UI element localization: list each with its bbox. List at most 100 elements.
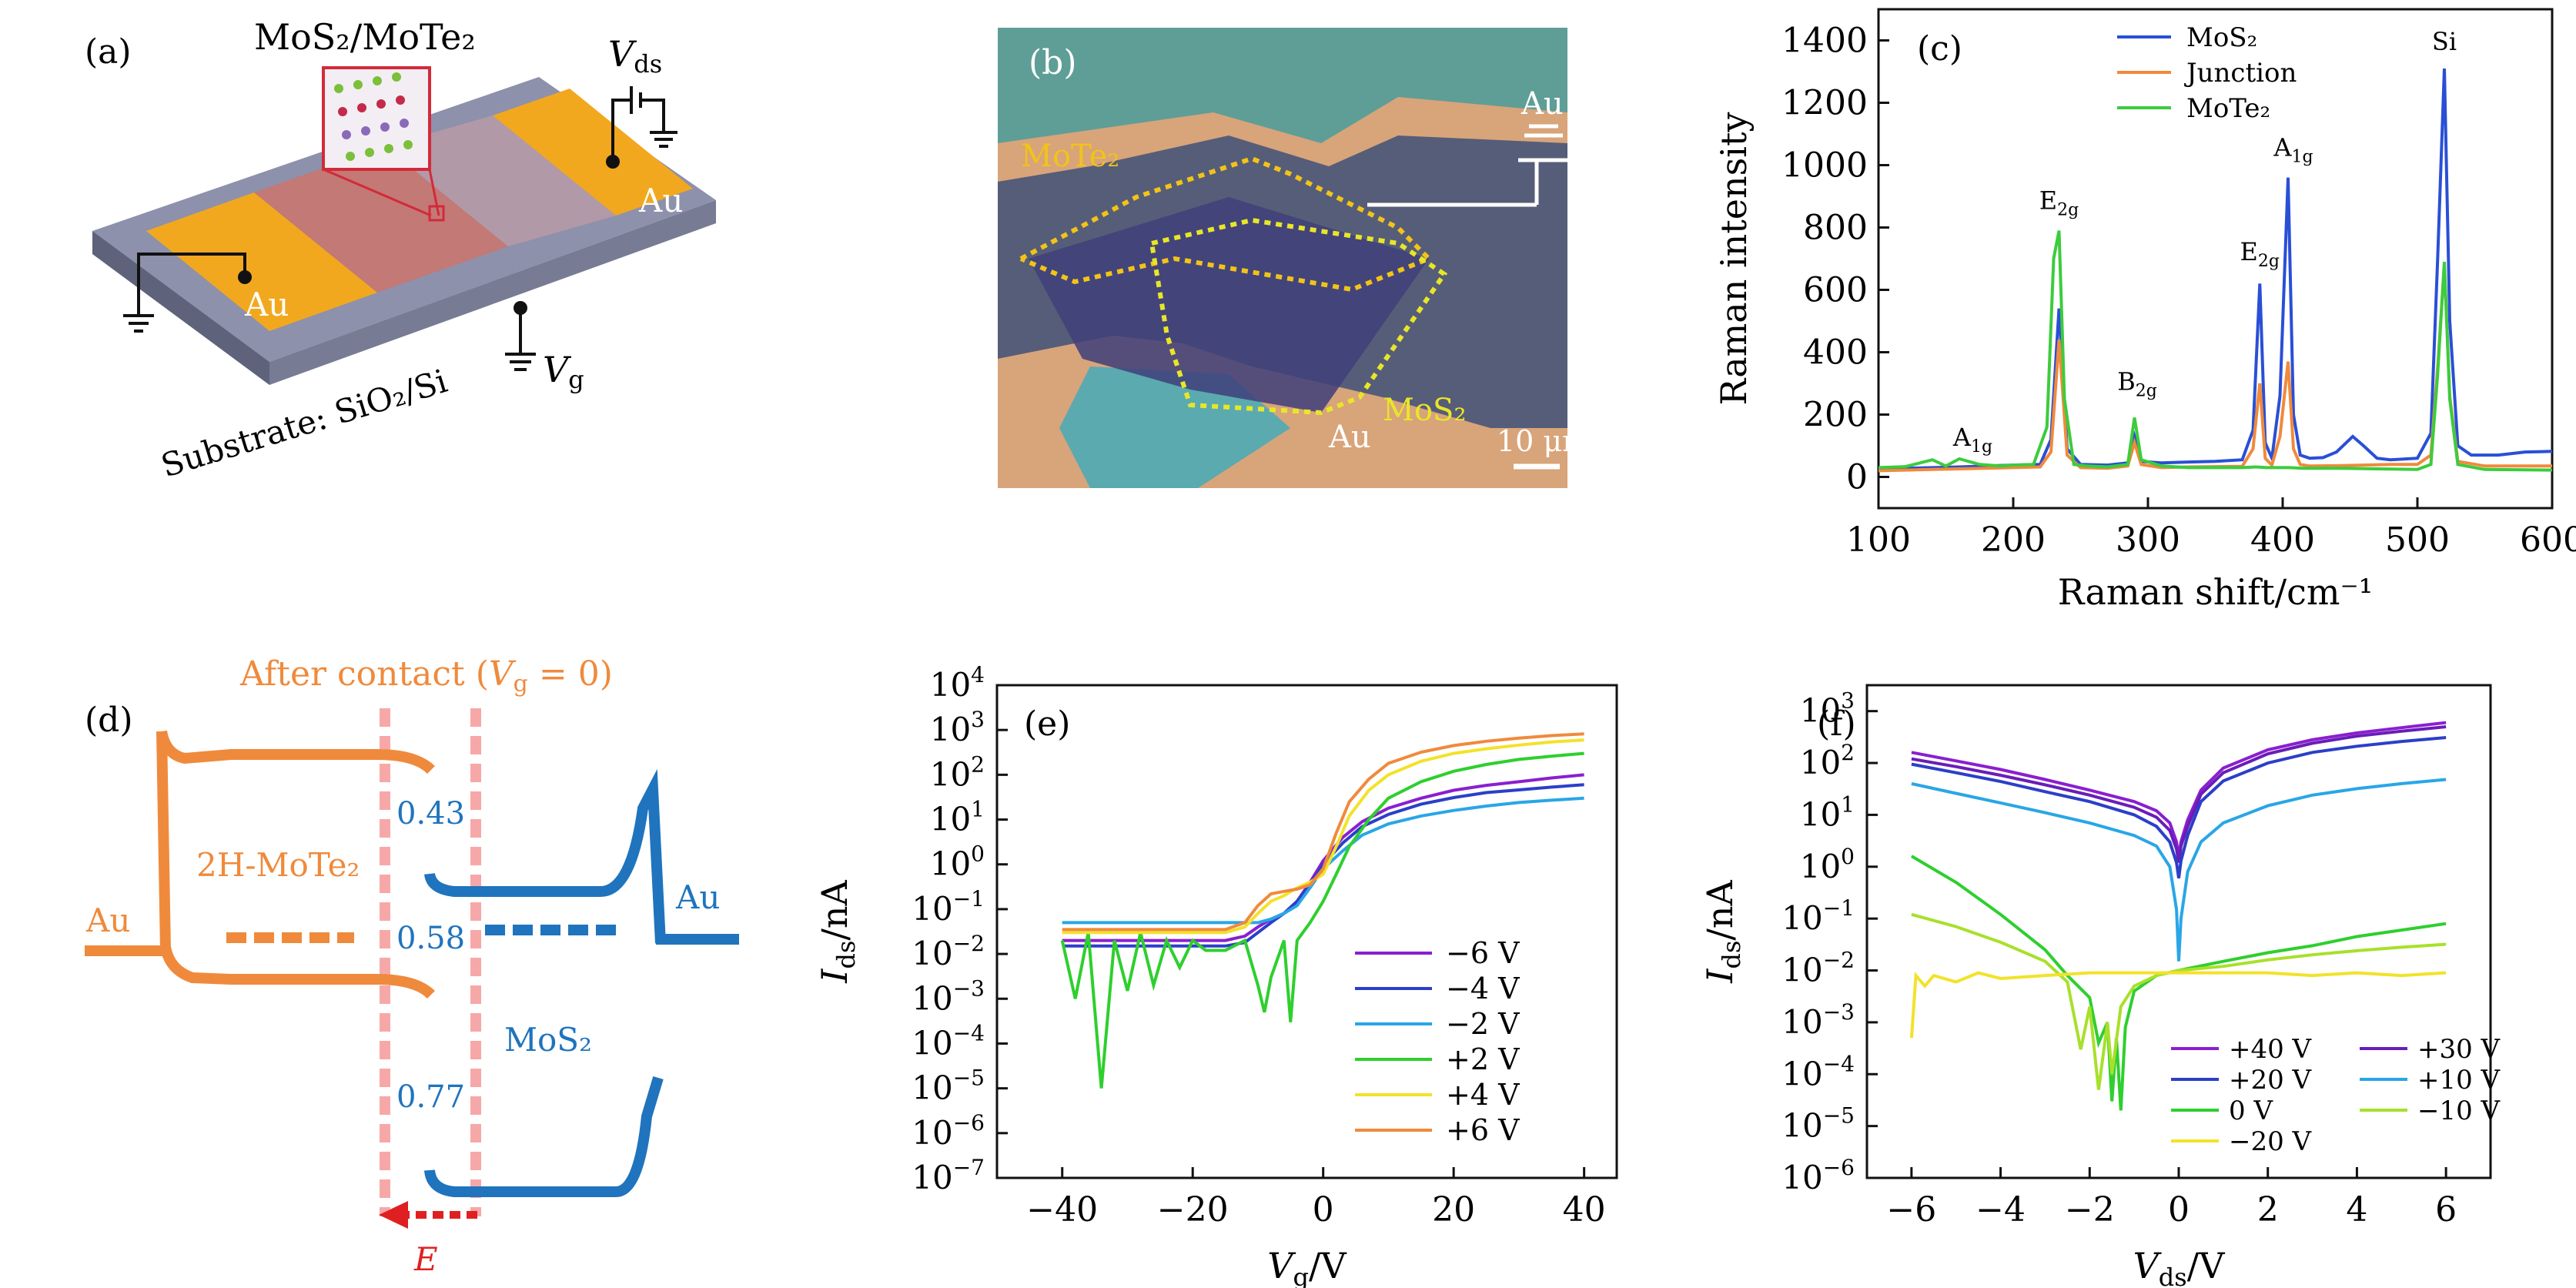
- panel-d-band-diagram: (d) After contact (Vg = 0) Au Au 2H-MoTe…: [85, 654, 739, 1278]
- series-line-−10 V: [1911, 912, 2447, 1090]
- panel-c-raman-chart: (c) 100 200 300 400 500 600 0 200 400 600 800 1000 1…: [1713, 8, 2576, 613]
- x-axis-label: Vds/V: [2133, 1245, 2226, 1288]
- y-tick-label: 10−1: [912, 886, 985, 928]
- field-arrow-head: [379, 1201, 408, 1229]
- legend-label: −4 V: [1446, 972, 1520, 1005]
- panel-b-micrograph: MoTe₂ MoS₂ Au Au 10 μm (b): [998, 28, 1567, 488]
- y-tick-label: 10−1: [1781, 895, 1855, 937]
- series-line-0 V: [1910, 855, 2447, 1111]
- inset-connector: [323, 168, 432, 217]
- x-tick-label: 100: [1846, 520, 1911, 560]
- x-tick-label: 2: [2257, 1190, 2279, 1229]
- band-title: After contact (Vg = 0): [239, 654, 613, 698]
- y-axis-label: Ids/nA: [816, 880, 861, 984]
- legend-label: +6 V: [1446, 1113, 1520, 1147]
- y-tick-label: 10−5: [1781, 1103, 1855, 1145]
- crystal-lattice: [334, 72, 413, 161]
- mote2-au-band: [85, 731, 172, 956]
- legend-label: +40 V: [2229, 1034, 2313, 1065]
- y-axis-label: Raman intensity: [1713, 112, 1755, 406]
- legend-label: +20 V: [2229, 1065, 2313, 1096]
- ground-icon: [123, 314, 154, 333]
- y-tick-label: 100: [930, 841, 985, 883]
- y-tick-label: 10−2: [1781, 948, 1855, 989]
- mos2-label: MoS₂: [1383, 393, 1466, 428]
- legend-label: −20 V: [2229, 1126, 2313, 1157]
- panel-a-schematic: (a) MoS₂/MoTe₂ Vds Vg Au Au Substrate: S…: [85, 16, 716, 485]
- y-tick-label: 600: [1803, 271, 1868, 310]
- scale-label: 10 μm: [1497, 424, 1567, 458]
- band-offset-vb: 0.77: [396, 1079, 465, 1115]
- band-offset-fermi: 0.58: [396, 921, 465, 956]
- x-tick-label: −40: [1026, 1190, 1098, 1229]
- x-tick-label: 600: [2520, 520, 2576, 560]
- ground-icon: [650, 131, 677, 148]
- x-tick-label: −6: [1886, 1190, 1936, 1229]
- mos2-flake: [385, 115, 616, 246]
- substrate-front: [92, 231, 269, 385]
- panel-c-label: (c): [1917, 29, 1962, 69]
- peak-annotation: E2g: [2240, 237, 2280, 271]
- legend-label: −2 V: [1446, 1007, 1520, 1041]
- peak-annotation: Si: [2432, 27, 2457, 56]
- series-line-+2 V: [1060, 751, 1584, 1089]
- series-line-+4 V: [1062, 738, 1584, 935]
- teal-region: [998, 28, 1567, 143]
- y-tick-label: 1200: [1781, 84, 1868, 123]
- mos2-outline: [1149, 217, 1448, 416]
- panel-f-output-chart: (f) −6 −4 −2 0 2 4 6 10−6 10−5 10−4 10−3 10−2 10−1 10…: [1699, 684, 2501, 1288]
- au-label-left: Au: [244, 286, 289, 323]
- legend-label: +30 V: [2417, 1034, 2501, 1065]
- y-tick-label: 0: [1846, 458, 1868, 497]
- y-tick-label: 10−4: [1781, 1051, 1855, 1092]
- panel-e-transfer-chart: (e) −40 −20 0 20 4010−710−610−510−410−310−21…: [816, 662, 1618, 1288]
- x-tick-label: 0: [1313, 1190, 1334, 1229]
- field-label: E: [413, 1240, 438, 1278]
- au-contact-symbol: [1367, 124, 1567, 207]
- x-tick-label: 300: [2116, 520, 2180, 560]
- y-tick-label: 102: [930, 751, 985, 793]
- x-tick-label: 4: [2346, 1190, 2367, 1229]
- au-label-right: Au: [675, 878, 720, 916]
- legend-label: MoS₂: [2186, 22, 2257, 53]
- y-tick-label: 10−7: [912, 1155, 985, 1196]
- peak-annotation: E2g: [2039, 186, 2079, 219]
- mote2-label: MoTe₂: [1021, 139, 1119, 174]
- panel-f-label: (f): [1817, 704, 1856, 744]
- series-line-+30 V: [1911, 725, 2447, 863]
- battery-icon: [630, 86, 642, 114]
- y-tick-label: 200: [1803, 396, 1868, 435]
- legend-label: −6 V: [1446, 936, 1520, 970]
- legend-label: +2 V: [1446, 1042, 1520, 1076]
- vds-ground-wire: [641, 99, 665, 132]
- y-tick-label: 102: [1800, 740, 1855, 781]
- legend-label: Junction: [2184, 58, 2297, 89]
- x-tick-label: 500: [2385, 520, 2450, 560]
- mote2-valence-band: [160, 945, 435, 999]
- y-tick-label: 10−5: [912, 1066, 985, 1107]
- series-line-+10 V: [1911, 778, 2447, 962]
- y-tick-label: 101: [930, 797, 985, 838]
- plot-frame: [1877, 8, 2554, 510]
- y-tick-label: 10−3: [1781, 999, 1855, 1041]
- x-tick-label: 40: [1563, 1190, 1606, 1229]
- au-label-right: Au: [638, 182, 683, 219]
- vds-wire: [611, 99, 631, 162]
- heterostructure-label: MoS₂/MoTe₂: [254, 16, 476, 58]
- y-tick-label: 101: [1800, 791, 1855, 833]
- vds-label: Vds: [608, 33, 662, 79]
- x-axis-label: Vg/V: [1267, 1245, 1347, 1288]
- x-tick-label: 20: [1432, 1190, 1475, 1229]
- au-electrode-right: [493, 89, 693, 216]
- peak-annotation: A1g: [2273, 133, 2313, 167]
- x-tick-label: 200: [1981, 520, 2046, 560]
- contact-dot: [606, 155, 620, 169]
- x-tick-label: 0: [2168, 1190, 2190, 1229]
- y-tick-label: 104: [930, 662, 985, 704]
- band-offset-cb: 0.43: [396, 796, 465, 831]
- y-tick-label: 10−6: [912, 1110, 985, 1152]
- legend-label: 0 V: [2229, 1096, 2273, 1126]
- panel-a-label: (a): [85, 32, 132, 72]
- mos2-label: MoS₂: [504, 1021, 592, 1059]
- inset-target: [428, 205, 445, 222]
